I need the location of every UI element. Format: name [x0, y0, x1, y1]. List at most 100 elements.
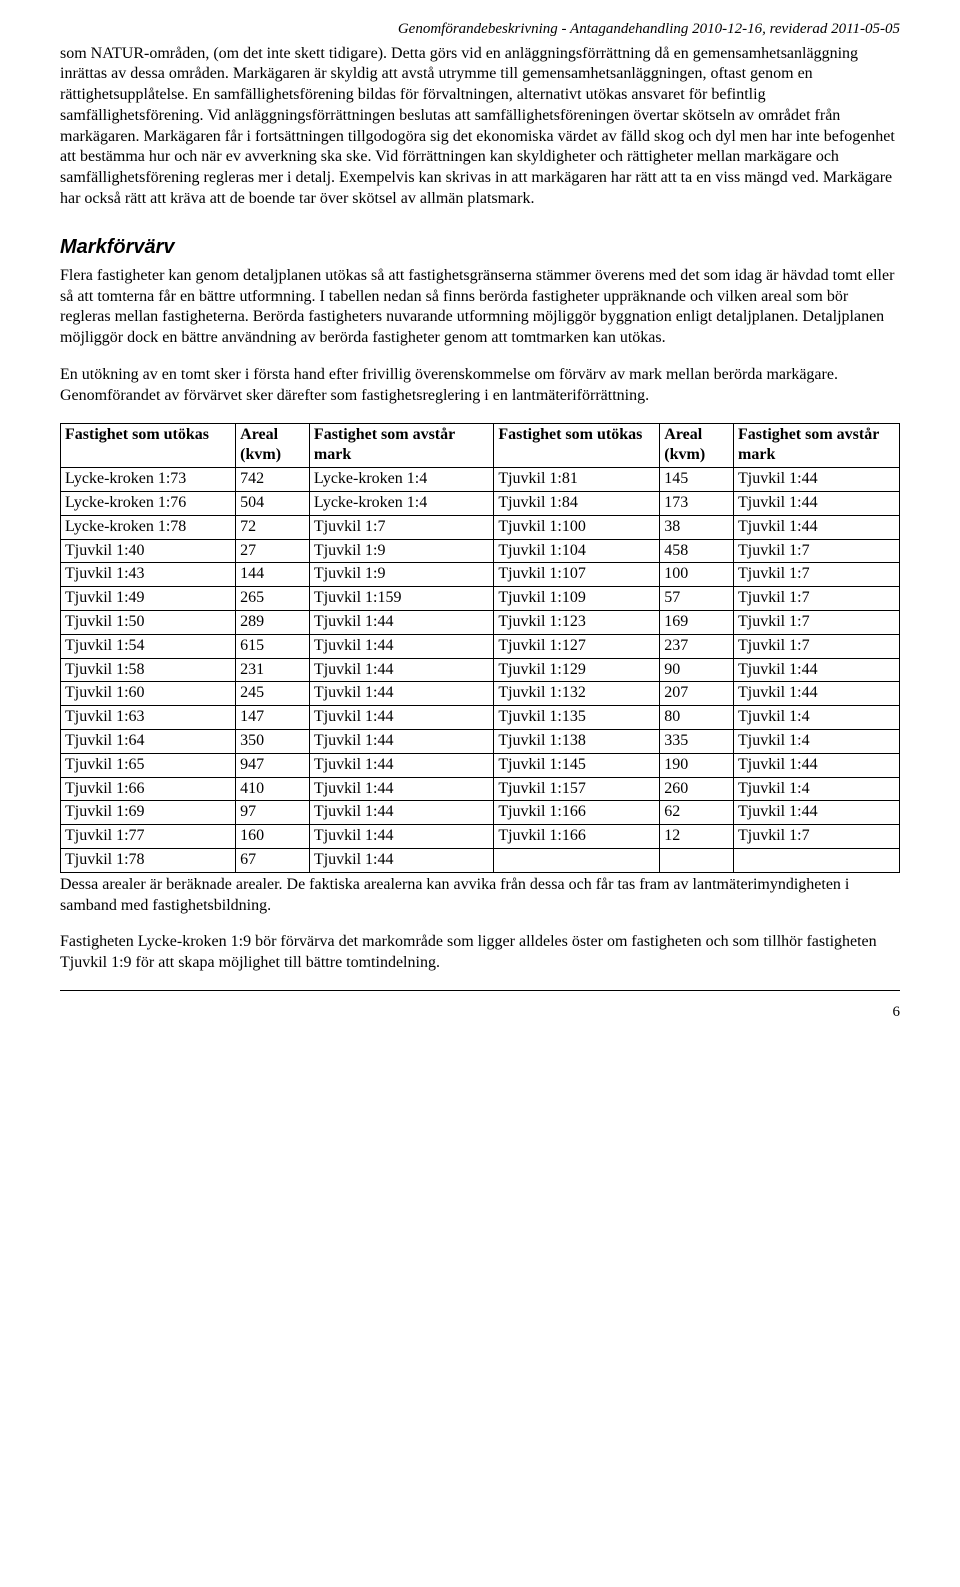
table-body: Lycke-kroken 1:73742Lycke-kroken 1:4Tjuv… [61, 468, 900, 873]
table-cell: 169 [660, 611, 734, 635]
table-cell: 145 [660, 468, 734, 492]
table-cell: Tjuvkil 1:84 [494, 492, 660, 516]
table-cell: Tjuvkil 1:44 [309, 730, 493, 754]
section-heading-markforvarv: Markförvärv [60, 234, 900, 260]
table-cell: 27 [236, 539, 310, 563]
table-row: Lycke-kroken 1:7872Tjuvkil 1:7Tjuvkil 1:… [61, 515, 900, 539]
table-cell: Tjuvkil 1:44 [309, 634, 493, 658]
table-cell [734, 849, 900, 873]
table-header-row: Fastighet som utökas Areal (kvm) Fastigh… [61, 423, 900, 468]
table-row: Tjuvkil 1:50289Tjuvkil 1:44Tjuvkil 1:123… [61, 611, 900, 635]
table-row: Lycke-kroken 1:76504Lycke-kroken 1:4Tjuv… [61, 492, 900, 516]
table-cell: Lycke-kroken 1:78 [61, 515, 236, 539]
table-row: Tjuvkil 1:49265Tjuvkil 1:159Tjuvkil 1:10… [61, 587, 900, 611]
table-cell: Tjuvkil 1:138 [494, 730, 660, 754]
table-cell: Tjuvkil 1:69 [61, 801, 236, 825]
table-cell: Tjuvkil 1:60 [61, 682, 236, 706]
table-cell: Tjuvkil 1:44 [309, 658, 493, 682]
table-cell: Tjuvkil 1:4 [734, 706, 900, 730]
col-header-utokas-right: Fastighet som utökas [494, 423, 660, 468]
table-cell: Tjuvkil 1:100 [494, 515, 660, 539]
table-cell: Tjuvkil 1:43 [61, 563, 236, 587]
paragraph-intro: som NATUR-områden, (om det inte skett ti… [60, 44, 900, 210]
table-cell: Tjuvkil 1:7 [734, 539, 900, 563]
table-cell: Tjuvkil 1:44 [734, 492, 900, 516]
table-row: Tjuvkil 1:6997Tjuvkil 1:44Tjuvkil 1:1666… [61, 801, 900, 825]
table-cell: Lycke-kroken 1:73 [61, 468, 236, 492]
table-cell: Lycke-kroken 1:4 [309, 492, 493, 516]
table-cell: Tjuvkil 1:50 [61, 611, 236, 635]
table-cell [494, 849, 660, 873]
table-cell: Tjuvkil 1:44 [309, 611, 493, 635]
table-row: Tjuvkil 1:60245Tjuvkil 1:44Tjuvkil 1:132… [61, 682, 900, 706]
table-cell: 742 [236, 468, 310, 492]
table-cell: Tjuvkil 1:44 [309, 682, 493, 706]
table-cell: 97 [236, 801, 310, 825]
col-header-areal-left: Areal (kvm) [236, 423, 310, 468]
table-cell: Tjuvkil 1:49 [61, 587, 236, 611]
table-cell: Lycke-kroken 1:76 [61, 492, 236, 516]
col-header-avstar-left: Fastighet som avstår mark [309, 423, 493, 468]
table-cell: Tjuvkil 1:58 [61, 658, 236, 682]
table-cell: Tjuvkil 1:44 [309, 849, 493, 873]
table-cell: Tjuvkil 1:44 [734, 801, 900, 825]
table-cell: Tjuvkil 1:157 [494, 777, 660, 801]
table-cell: Tjuvkil 1:166 [494, 801, 660, 825]
table-cell: Tjuvkil 1:127 [494, 634, 660, 658]
table-cell: Tjuvkil 1:123 [494, 611, 660, 635]
table-cell: Tjuvkil 1:109 [494, 587, 660, 611]
table-cell: Tjuvkil 1:77 [61, 825, 236, 849]
table-cell: 289 [236, 611, 310, 635]
table-row: Tjuvkil 1:63147Tjuvkil 1:44Tjuvkil 1:135… [61, 706, 900, 730]
table-cell: Tjuvkil 1:78 [61, 849, 236, 873]
table-cell: 458 [660, 539, 734, 563]
table-row: Tjuvkil 1:43144Tjuvkil 1:9Tjuvkil 1:1071… [61, 563, 900, 587]
paragraph-markforvarv-2: En utökning av en tomt sker i första han… [60, 365, 900, 407]
table-cell: Tjuvkil 1:40 [61, 539, 236, 563]
table-cell: 67 [236, 849, 310, 873]
col-header-avstar-right: Fastighet som avstår mark [734, 423, 900, 468]
table-cell: 260 [660, 777, 734, 801]
table-cell: Tjuvkil 1:135 [494, 706, 660, 730]
table-cell: 207 [660, 682, 734, 706]
table-cell: 144 [236, 563, 310, 587]
table-cell: Tjuvkil 1:9 [309, 563, 493, 587]
table-row: Tjuvkil 1:7867Tjuvkil 1:44 [61, 849, 900, 873]
table-cell: Tjuvkil 1:44 [734, 753, 900, 777]
table-cell: Tjuvkil 1:44 [309, 753, 493, 777]
table-cell: Tjuvkil 1:7 [734, 634, 900, 658]
table-cell: Tjuvkil 1:129 [494, 658, 660, 682]
paragraph-markforvarv-1: Flera fastigheter kan genom detaljplanen… [60, 266, 900, 349]
table-cell: 147 [236, 706, 310, 730]
table-cell: Tjuvkil 1:107 [494, 563, 660, 587]
table-cell: Tjuvkil 1:66 [61, 777, 236, 801]
table-cell: Tjuvkil 1:145 [494, 753, 660, 777]
table-row: Tjuvkil 1:4027Tjuvkil 1:9Tjuvkil 1:10445… [61, 539, 900, 563]
table-cell: Tjuvkil 1:4 [734, 777, 900, 801]
table-cell: 160 [236, 825, 310, 849]
table-cell: 245 [236, 682, 310, 706]
table-cell: 350 [236, 730, 310, 754]
table-cell: Tjuvkil 1:7 [734, 587, 900, 611]
table-cell: Tjuvkil 1:44 [734, 515, 900, 539]
table-cell: Tjuvkil 1:159 [309, 587, 493, 611]
table-cell: Tjuvkil 1:7 [309, 515, 493, 539]
table-cell: Tjuvkil 1:44 [309, 706, 493, 730]
table-cell: Tjuvkil 1:81 [494, 468, 660, 492]
table-cell: Tjuvkil 1:7 [734, 611, 900, 635]
table-cell: Tjuvkil 1:7 [734, 825, 900, 849]
table-cell: Tjuvkil 1:44 [309, 777, 493, 801]
table-cell: 335 [660, 730, 734, 754]
table-cell: 231 [236, 658, 310, 682]
table-cell: Tjuvkil 1:7 [734, 563, 900, 587]
table-cell: Tjuvkil 1:104 [494, 539, 660, 563]
document-header: Genomförandebeskrivning - Antagandehandl… [60, 20, 900, 40]
table-cell: 237 [660, 634, 734, 658]
page-number: 6 [60, 1003, 900, 1023]
col-header-areal-right: Areal (kvm) [660, 423, 734, 468]
col-header-utokas-left: Fastighet som utökas [61, 423, 236, 468]
table-cell: 947 [236, 753, 310, 777]
table-cell: Tjuvkil 1:44 [309, 801, 493, 825]
table-cell: 615 [236, 634, 310, 658]
table-cell: 57 [660, 587, 734, 611]
